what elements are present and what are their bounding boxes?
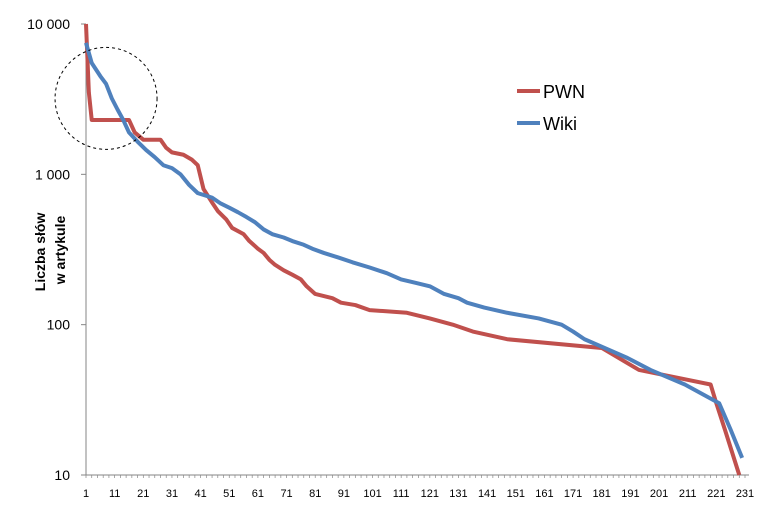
legend-label-wiki: Wiki [543, 114, 577, 134]
series-line-wiki [84, 42, 744, 459]
x-tick-label: 211 [679, 488, 697, 500]
y-axis-label-line-1: Liczba słów [32, 213, 48, 292]
axes [85, 24, 749, 476]
legend-label-pwn: PWN [543, 82, 585, 102]
x-tick-label: 71 [280, 488, 292, 500]
series-lines [84, 23, 744, 476]
y-tick-label: 100 [47, 317, 71, 333]
x-tick-label: 61 [252, 488, 264, 500]
x-tick-label: 81 [309, 488, 321, 500]
x-tick-label: 171 [564, 488, 582, 500]
x-tick-label: 11 [109, 488, 120, 500]
x-tick-label: 161 [535, 488, 553, 500]
y-ticks: 10 000 1 000 100 10 [27, 16, 86, 483]
x-tick-label: 41 [194, 488, 206, 500]
y-tick-label: 10 [54, 467, 70, 483]
x-tick-label: 151 [507, 488, 525, 500]
y-axis-label-line-2: w artykule [52, 216, 68, 286]
x-tick-label: 91 [338, 488, 350, 500]
y-axis-label: Liczba słów w artykule [32, 209, 68, 291]
x-tick-label: 121 [421, 488, 439, 500]
x-tick-label: 111 [393, 488, 410, 500]
x-tick-label: 1 [83, 488, 89, 500]
x-tick-label: 231 [736, 488, 754, 500]
legend: PWN Wiki [517, 82, 585, 134]
x-tick-label: 201 [650, 488, 668, 500]
series-line-pwn [84, 23, 742, 476]
y-tick-label: 10 000 [27, 16, 70, 32]
x-tick-label: 21 [137, 488, 149, 500]
x-tick-label: 31 [166, 488, 178, 500]
x-tick-label: 221 [707, 488, 725, 500]
x-tick-label: 101 [363, 488, 381, 500]
x-tick-label: 51 [223, 488, 235, 500]
y-tick-label: 1 000 [35, 166, 70, 182]
x-tick-label: 191 [621, 488, 639, 500]
annotations [54, 46, 158, 150]
x-tick-label: 181 [593, 488, 611, 500]
x-ticks: 1 11 21 31 41 51 61 71 81 91 101 111 121 131 141 151 161… [83, 475, 754, 500]
x-tick-label: 141 [478, 488, 496, 500]
x-tick-label: 131 [449, 488, 467, 500]
highlight-circle [54, 46, 158, 150]
